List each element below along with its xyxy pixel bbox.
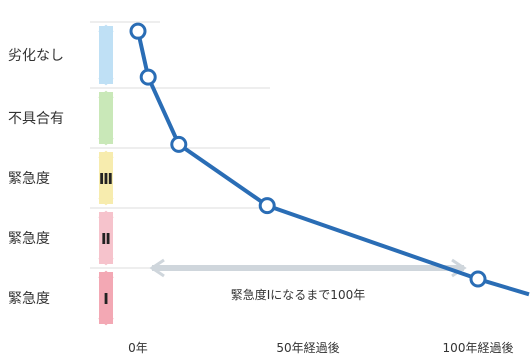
level-bar-arrow-top	[98, 210, 114, 219]
level-roman-numeral: Ⅱ	[101, 230, 111, 248]
data-point	[139, 68, 157, 86]
level-label: 緊急度	[8, 171, 50, 187]
annotation-text: 緊急度Ⅰになるまで100年	[231, 287, 365, 302]
data-point	[469, 270, 487, 288]
x-tick-label: 0年	[128, 341, 148, 355]
data-point	[258, 197, 276, 215]
x-tick-label: 100年経過後	[443, 341, 514, 355]
level-label: 緊急度	[8, 231, 50, 247]
urgency-bands	[98, 24, 114, 326]
annotation: 緊急度Ⅰになるまで100年	[149, 258, 467, 302]
level-bar-arrow-bottom	[98, 197, 114, 206]
level-bar-arrow-bottom	[98, 317, 114, 326]
level-roman-numeral: Ⅲ	[99, 170, 113, 188]
level-label: 緊急度	[8, 291, 50, 307]
level-label: 劣化なし	[8, 48, 64, 64]
level-roman-numeral: Ⅰ	[103, 290, 109, 308]
level-label: 不具合有	[8, 111, 64, 127]
level-bar-arrow-top	[98, 150, 114, 159]
annotation-arrow-head	[149, 258, 165, 278]
x-tick-label: 50年経過後	[276, 341, 339, 355]
level-bar-arrow-bottom	[98, 77, 114, 86]
level-bar-arrow-top	[98, 90, 114, 99]
series-polyline	[136, 30, 530, 297]
data-point	[170, 135, 188, 153]
level-bar-arrow-bottom	[98, 257, 114, 266]
level-bar-arrow-top	[98, 270, 114, 279]
data-point	[129, 22, 147, 40]
x-tick-labels: 0年 50年経過後 100年経過後	[128, 341, 513, 355]
level-bar-arrow-bottom	[98, 137, 114, 146]
series-line	[129, 22, 530, 297]
level-bar-arrow-top	[98, 24, 114, 33]
